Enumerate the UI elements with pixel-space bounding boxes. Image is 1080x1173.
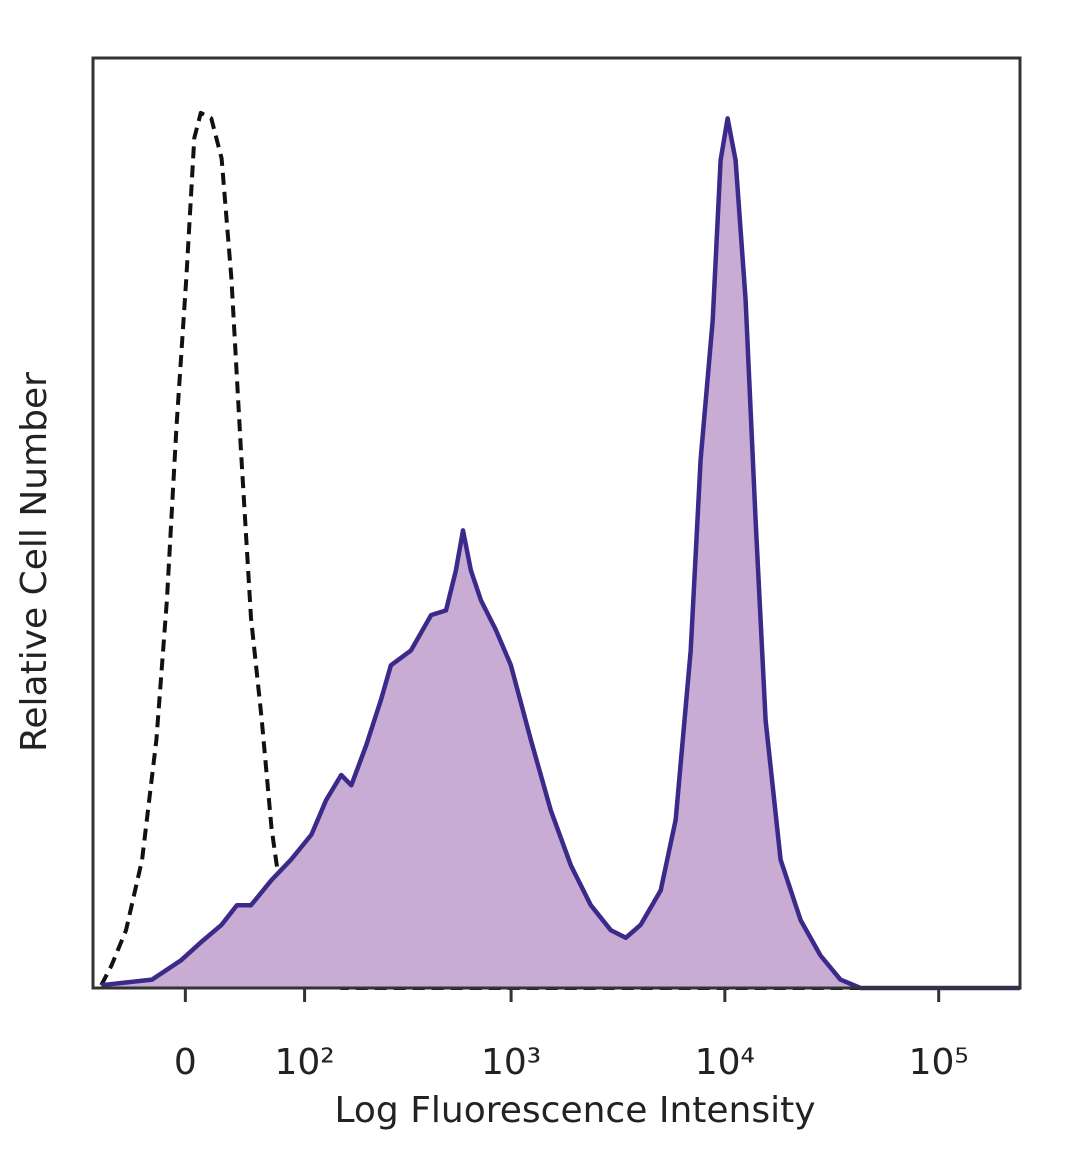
area-fill bbox=[101, 118, 1021, 988]
x-tick-label: 10⁵ bbox=[909, 1042, 969, 1083]
y-axis-label: Relative Cell Number bbox=[14, 372, 55, 752]
plot-frame bbox=[91, 56, 1022, 990]
x-tick-label: 0 bbox=[174, 1042, 197, 1083]
x-tick-label: 10³ bbox=[481, 1042, 541, 1083]
x-tick-label: 10² bbox=[274, 1042, 334, 1083]
x-axis-label: Log Fluorescence Intensity bbox=[334, 1090, 815, 1131]
line bbox=[101, 116, 1020, 991]
x-tick-label: 10⁴ bbox=[695, 1042, 755, 1083]
